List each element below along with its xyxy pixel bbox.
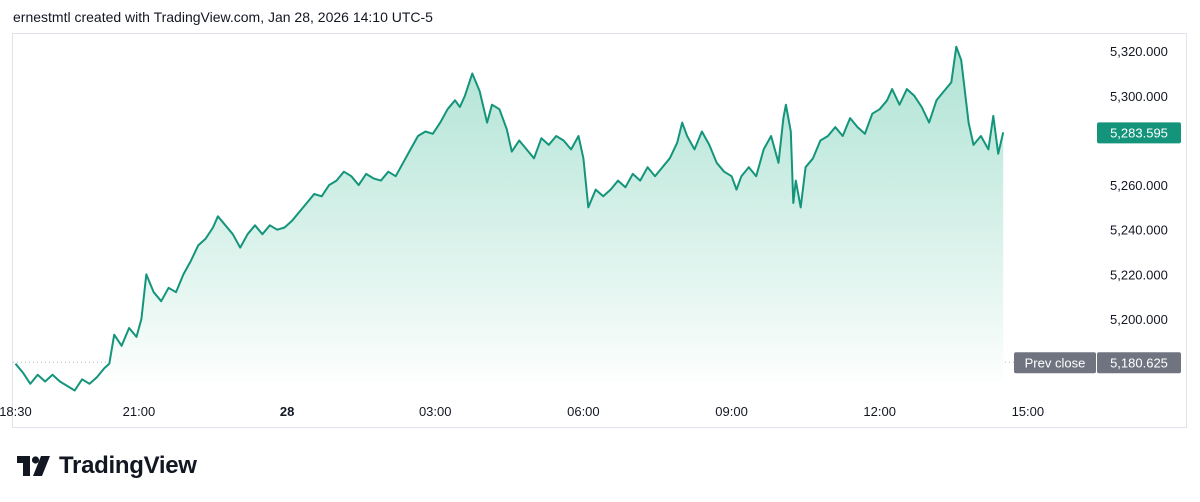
y-tick-label: 5,240.000 bbox=[1110, 223, 1168, 238]
tradingview-logo[interactable]: TradingView bbox=[17, 452, 197, 480]
x-tick-label: 28 bbox=[280, 404, 294, 419]
prev-close-badge bbox=[1097, 352, 1181, 374]
x-tick-label: 15:00 bbox=[1012, 404, 1045, 419]
x-tick-label: 12:00 bbox=[863, 404, 896, 419]
last-price-label: 5,283.595 bbox=[1110, 125, 1168, 140]
x-tick-label: 09:00 bbox=[715, 404, 748, 419]
prev-close-text: Prev close bbox=[1025, 355, 1086, 370]
x-tick-label: 18:30 bbox=[0, 404, 32, 419]
chart-caption: ernestmtl created with TradingView.com, … bbox=[13, 9, 433, 25]
x-axis: 18:30 21:00 28 03:00 06:00 09:00 12:00 15:00 bbox=[0, 404, 1044, 419]
prev-close-tag bbox=[1014, 352, 1096, 374]
last-price-badge bbox=[1097, 122, 1181, 144]
x-tick-label: 21:00 bbox=[123, 404, 156, 419]
tradingview-wordmark: TradingView bbox=[59, 452, 197, 479]
y-tick-label: 5,320.000 bbox=[1110, 44, 1168, 59]
x-tick-label: 03:00 bbox=[419, 404, 452, 419]
chart-frame bbox=[12, 33, 1187, 428]
price-area-fill bbox=[15, 46, 1004, 391]
y-tick-label: 5,260.000 bbox=[1110, 178, 1168, 193]
y-tick-label: 5,300.000 bbox=[1110, 89, 1168, 104]
price-line bbox=[14, 45, 1005, 392]
y-tick-label: 5,220.000 bbox=[1110, 267, 1168, 282]
tradingview-logo-icon bbox=[17, 456, 50, 476]
prev-close-value: 5,180.625 bbox=[1110, 355, 1168, 370]
y-tick-label: 5,200.000 bbox=[1110, 312, 1168, 327]
x-tick-label: 06:00 bbox=[567, 404, 600, 419]
y-axis: 5,320.000 5,300.000 5,260.000 5,240.000 5,22… bbox=[1110, 44, 1168, 327]
